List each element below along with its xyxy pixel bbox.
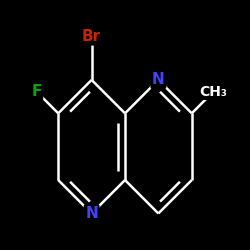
Text: Br: Br (82, 29, 101, 44)
Text: F: F (31, 84, 42, 99)
Text: N: N (152, 72, 165, 88)
Text: N: N (85, 206, 98, 221)
Text: CH₃: CH₃ (200, 84, 228, 98)
